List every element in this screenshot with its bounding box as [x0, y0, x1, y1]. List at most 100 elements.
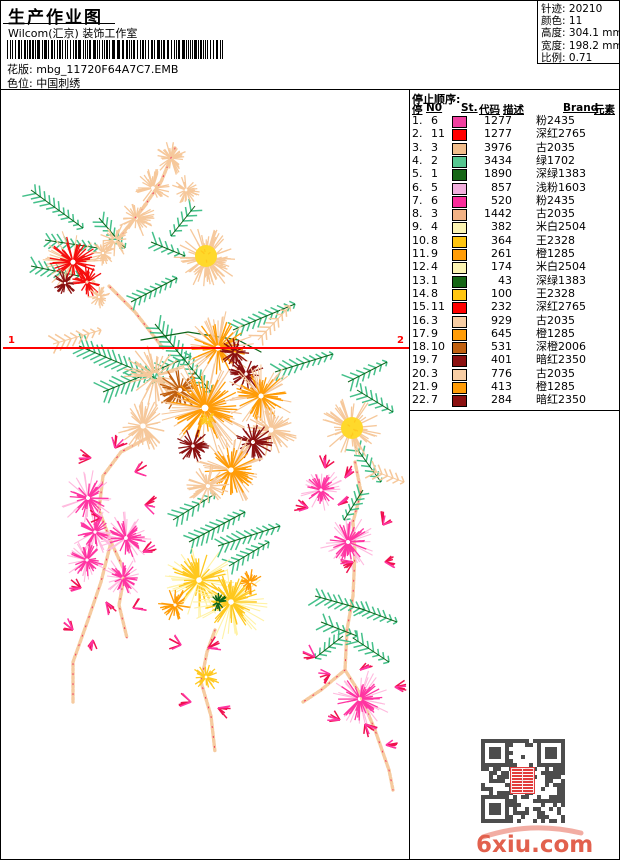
table-row: 4. 2 3434 绿1702 [409, 153, 619, 168]
thread-description: 古2035 [536, 313, 575, 327]
barcode-bar [93, 40, 96, 59]
colorway-label: 色位: [7, 77, 33, 90]
thread-description: 深橙2006 [536, 340, 586, 354]
barcode-bar [10, 40, 11, 59]
barcode-bar [210, 40, 211, 59]
color-swatch [452, 302, 467, 315]
table-row: 5. 1 1890 深绿1383 [409, 167, 619, 182]
barcode-bar [27, 40, 28, 59]
stitch-count: 520 [491, 193, 512, 207]
barcode-bar [89, 40, 91, 59]
needle-number: 4 [431, 260, 438, 274]
color-swatch [452, 355, 467, 368]
barcode-bar [216, 40, 218, 59]
watermark-text: 6xiu.com [476, 832, 593, 858]
stitch-count: 284 [491, 393, 512, 407]
thread-description: 粉2435 [536, 193, 575, 207]
needle-number: 10 [431, 340, 445, 354]
color-swatch [452, 222, 467, 235]
thread-description: 橙1285 [536, 247, 575, 260]
color-swatch [452, 142, 467, 155]
column-header: 描述 [503, 104, 524, 116]
thread-description: 古2035 [536, 207, 575, 221]
barcode-bar [117, 40, 120, 59]
table-row: 22. 7 284 暗红2350 [409, 393, 619, 408]
stitch-count: 1890 [484, 167, 512, 181]
barcode-bar [83, 40, 84, 59]
thread-description: 橙1285 [536, 380, 575, 393]
title-underline [3, 23, 115, 24]
barcode-bar [151, 40, 153, 59]
color-swatch [452, 315, 467, 328]
stitch-count: 174 [491, 260, 512, 274]
color-swatch [452, 116, 467, 128]
barcode-bar [171, 40, 172, 59]
stop-number: 22. [412, 393, 430, 407]
width-line: 宽度: 198.2 mm [541, 39, 620, 52]
color-swatch [452, 275, 467, 288]
reference-line [3, 347, 409, 349]
stitch-count: 645 [491, 326, 512, 340]
table-row: 6. 5 857 浅粉1603 [409, 180, 619, 195]
pattern-file-line: 花版: mbg_11720F64A7C7.EMB [7, 61, 178, 77]
needle-number: 4 [431, 220, 438, 234]
barcode-bar [42, 40, 43, 59]
barcode-bar [18, 40, 20, 59]
needle-number: 5 [431, 180, 438, 194]
barcode [7, 40, 230, 59]
seal-stamp-icon [510, 767, 535, 794]
needle-number: 3 [431, 313, 438, 327]
stop-number: 11. [412, 247, 430, 260]
barcode-bar [106, 40, 108, 59]
barcode-bar [15, 40, 16, 59]
stop-number: 21. [412, 380, 430, 393]
barcode-bar [161, 40, 162, 59]
colorway-value: 中国刺绣 [36, 77, 81, 90]
table-row: 20. 3 776 古2035 [409, 366, 619, 381]
stitch-count: 413 [491, 380, 512, 393]
barcode-bar [133, 40, 135, 59]
barcode-bar [203, 40, 204, 59]
column-header: St. [461, 102, 478, 114]
barcode-bar [7, 40, 8, 59]
barcode-bar [148, 40, 149, 59]
stop-number: 13. [412, 273, 430, 287]
barcode-bar [142, 40, 144, 59]
column-header: 停 [412, 104, 423, 116]
needle-number: 3 [431, 140, 438, 154]
panel-divider [409, 89, 410, 859]
color-swatch [452, 129, 467, 142]
barcode-bar [104, 40, 105, 59]
stop-number: 12. [412, 260, 430, 274]
thread-description: 暗红2350 [536, 353, 586, 367]
stitch-count: 1277 [484, 114, 512, 127]
thread-description: 古2035 [536, 140, 575, 154]
needle-number: 3 [431, 366, 438, 380]
barcode-bar [174, 40, 175, 59]
barcode-bar [186, 40, 187, 59]
thread-description: 浅粉1603 [536, 180, 586, 194]
stitch-count: 3434 [484, 153, 512, 167]
stitch-count: 531 [491, 340, 512, 354]
barcode-bar [154, 40, 155, 59]
watermark-logo: 6xiu.com [476, 825, 593, 858]
stitch-count: 929 [491, 313, 512, 327]
barcode-bar [176, 40, 177, 59]
thread-description: 王2328 [536, 286, 575, 300]
table-row: 18. 10 531 深橙2006 [409, 340, 619, 355]
barcode-bar [140, 40, 141, 59]
needle-number: 3 [431, 207, 438, 221]
barcode-bar [67, 40, 68, 59]
barcode-bar [157, 40, 160, 59]
thread-description: 深绿1383 [536, 167, 586, 181]
stop-number: 20. [412, 366, 430, 380]
table-row: 12. 4 174 米白2504 [409, 260, 619, 275]
stop-number: 18. [412, 340, 430, 354]
needle-number: 9 [431, 326, 438, 340]
barcode-bar [97, 40, 98, 59]
barcode-bar [194, 40, 197, 59]
stop-number: 17. [412, 326, 430, 340]
barcode-bar [32, 40, 34, 59]
color-swatch [452, 328, 467, 341]
